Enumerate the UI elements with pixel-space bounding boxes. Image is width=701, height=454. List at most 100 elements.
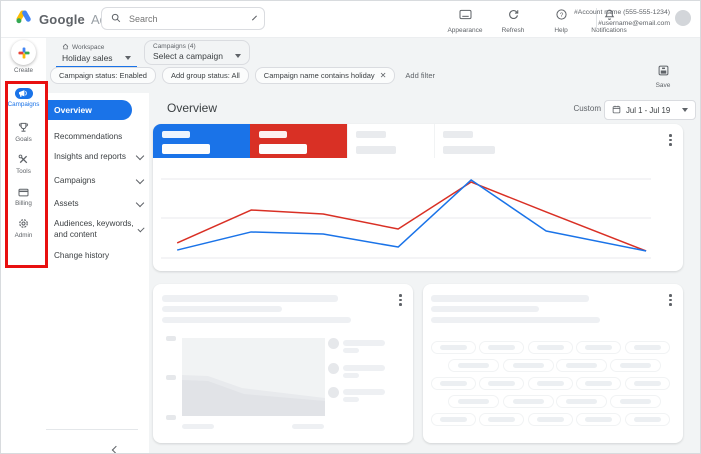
kebab-menu-icon[interactable] — [398, 293, 403, 307]
skeleton-chip — [479, 377, 524, 390]
rail-item-billing[interactable]: Billing — [1, 186, 46, 207]
chevron-down-icon[interactable] — [252, 15, 257, 20]
skeleton-chip — [479, 341, 524, 354]
date-range-value: Jul 1 - Jul 19 — [626, 105, 671, 115]
add-filter-button[interactable]: Add filter — [405, 71, 435, 80]
rail-item-campaigns[interactable]: Campaigns — [1, 87, 46, 108]
collapse-drawer-button[interactable] — [110, 437, 122, 453]
campaign-selector[interactable]: Campaigns (4) Select a campaign — [144, 40, 250, 65]
filter-chip[interactable]: Add group status: All — [161, 67, 249, 84]
skeleton-legend-dot — [328, 387, 339, 398]
skeleton-title — [431, 295, 589, 302]
skeleton-legend-value — [343, 348, 359, 353]
drawer-divider — [46, 429, 138, 430]
skeleton-chip — [556, 359, 607, 372]
navigation-rail: Create Campaigns Goals Tools Billing Admin — [1, 37, 46, 453]
account-email: #username@email.com — [598, 19, 670, 27]
metric-tab-2[interactable] — [250, 124, 347, 158]
kebab-menu-icon[interactable] — [668, 133, 673, 147]
nav-item-campaigns[interactable]: Campaigns — [54, 176, 145, 187]
save-icon — [658, 63, 669, 81]
red-series-line — [177, 182, 646, 251]
nav-item-label: Recommendations — [54, 132, 123, 141]
help-button[interactable]: ? Help — [543, 7, 579, 34]
metric-tab-3[interactable] — [347, 124, 434, 158]
skeleton-metric-value — [443, 146, 495, 154]
save-button[interactable]: Save — [652, 63, 674, 89]
filter-chip-label: Campaign name contains holiday — [263, 71, 375, 80]
goals-icon — [18, 120, 29, 138]
campaigns-icon — [14, 88, 33, 99]
workspace-filter-band: Workspace Holiday sales Campaigns (4) Se… — [46, 37, 700, 93]
filter-chip[interactable]: Campaign status: Enabled — [50, 67, 156, 84]
skeleton-axis-label — [292, 424, 324, 429]
rail-item-goals[interactable]: Goals — [1, 122, 46, 143]
help-icon: ? — [555, 7, 567, 25]
skeleton-chip — [503, 359, 554, 372]
skeleton-metric-label — [162, 131, 190, 138]
skeleton-chip — [556, 395, 607, 408]
campaign-select-value: Select a campaign — [153, 51, 223, 61]
appearance-icon — [458, 7, 472, 25]
nav-item-recommendations[interactable]: Recommendations — [54, 132, 143, 143]
top-bar: Google Ads Appearance Refresh? Help Notific… — [1, 1, 700, 38]
account-info[interactable]: #Account name (555-555-1234) #username@e… — [574, 8, 670, 30]
skeleton-chip — [625, 377, 670, 390]
metric-tab-4[interactable] — [434, 124, 521, 158]
skeleton-chip — [431, 341, 476, 354]
rail-item-admin[interactable]: Admin — [1, 218, 46, 239]
search-box[interactable] — [101, 7, 265, 30]
close-icon[interactable]: ✕ — [379, 71, 387, 80]
ads-triangle-icon — [15, 9, 33, 29]
metric-tab-1[interactable] — [153, 124, 250, 158]
skeleton-area-chart — [182, 338, 325, 416]
skeleton-chip — [528, 377, 573, 390]
nav-item-insights-and-reports[interactable]: Insights and reports — [54, 152, 145, 163]
date-range-picker[interactable]: Jul 1 - Jul 19 — [604, 100, 696, 120]
skeleton-text — [431, 317, 600, 323]
nav-item-label: Overview — [54, 105, 92, 115]
nav-item-change-history[interactable]: Change history — [54, 251, 143, 262]
skeleton-chip — [576, 377, 621, 390]
skeleton-subtitle — [162, 306, 282, 312]
kebab-menu-icon[interactable] — [668, 293, 673, 307]
search-input[interactable] — [127, 12, 248, 25]
skeleton-text — [162, 317, 351, 323]
skeleton-legend-value — [343, 373, 359, 378]
filter-chip[interactable]: Campaign name contains holiday ✕ — [254, 67, 396, 84]
avatar[interactable] — [675, 10, 691, 26]
create-button[interactable] — [11, 40, 36, 65]
appearance-button[interactable]: Appearance — [447, 7, 483, 34]
home-icon — [62, 43, 69, 52]
action-label: Refresh — [501, 27, 525, 34]
skeleton-chip — [576, 413, 621, 426]
skeleton-chip — [625, 341, 670, 354]
tools-icon — [18, 152, 29, 170]
nav-item-label: Insights and reports — [54, 152, 126, 161]
skeleton-chip — [576, 341, 621, 354]
skeleton-axis-tick — [166, 336, 176, 341]
brand-text: Google — [39, 11, 85, 27]
notifications-icon — [604, 7, 615, 25]
skeleton-chip — [448, 395, 499, 408]
blue-series-line — [177, 180, 646, 251]
workspace-selector[interactable]: Workspace Holiday sales — [56, 41, 137, 68]
nav-item-label: Audiences, keywords, and content — [54, 219, 134, 239]
skeleton-chip — [528, 413, 573, 426]
main-content: Overview Custom Jul 1 - Jul 19 — [149, 93, 700, 453]
nav-item-audiences-keywords-and-content[interactable]: Audiences, keywords, and content — [54, 219, 145, 240]
skeleton-legend-label — [343, 365, 385, 371]
nav-item-overview[interactable]: Overview — [46, 100, 132, 120]
skeleton-axis-tick — [166, 375, 176, 380]
refresh-button[interactable]: Refresh — [495, 7, 531, 34]
summary-card-right — [423, 284, 683, 443]
nav-item-assets[interactable]: Assets — [54, 199, 145, 210]
header-actions: Appearance Refresh ? Help Notifications — [447, 7, 627, 34]
skeleton-chip — [431, 413, 476, 426]
rail-item-label: Billing — [15, 200, 32, 207]
skeleton-chip — [479, 413, 524, 426]
rail-item-tools[interactable]: Tools — [1, 154, 46, 175]
notifications-button[interactable]: Notifications — [591, 7, 627, 34]
chevron-down-icon — [135, 176, 145, 185]
